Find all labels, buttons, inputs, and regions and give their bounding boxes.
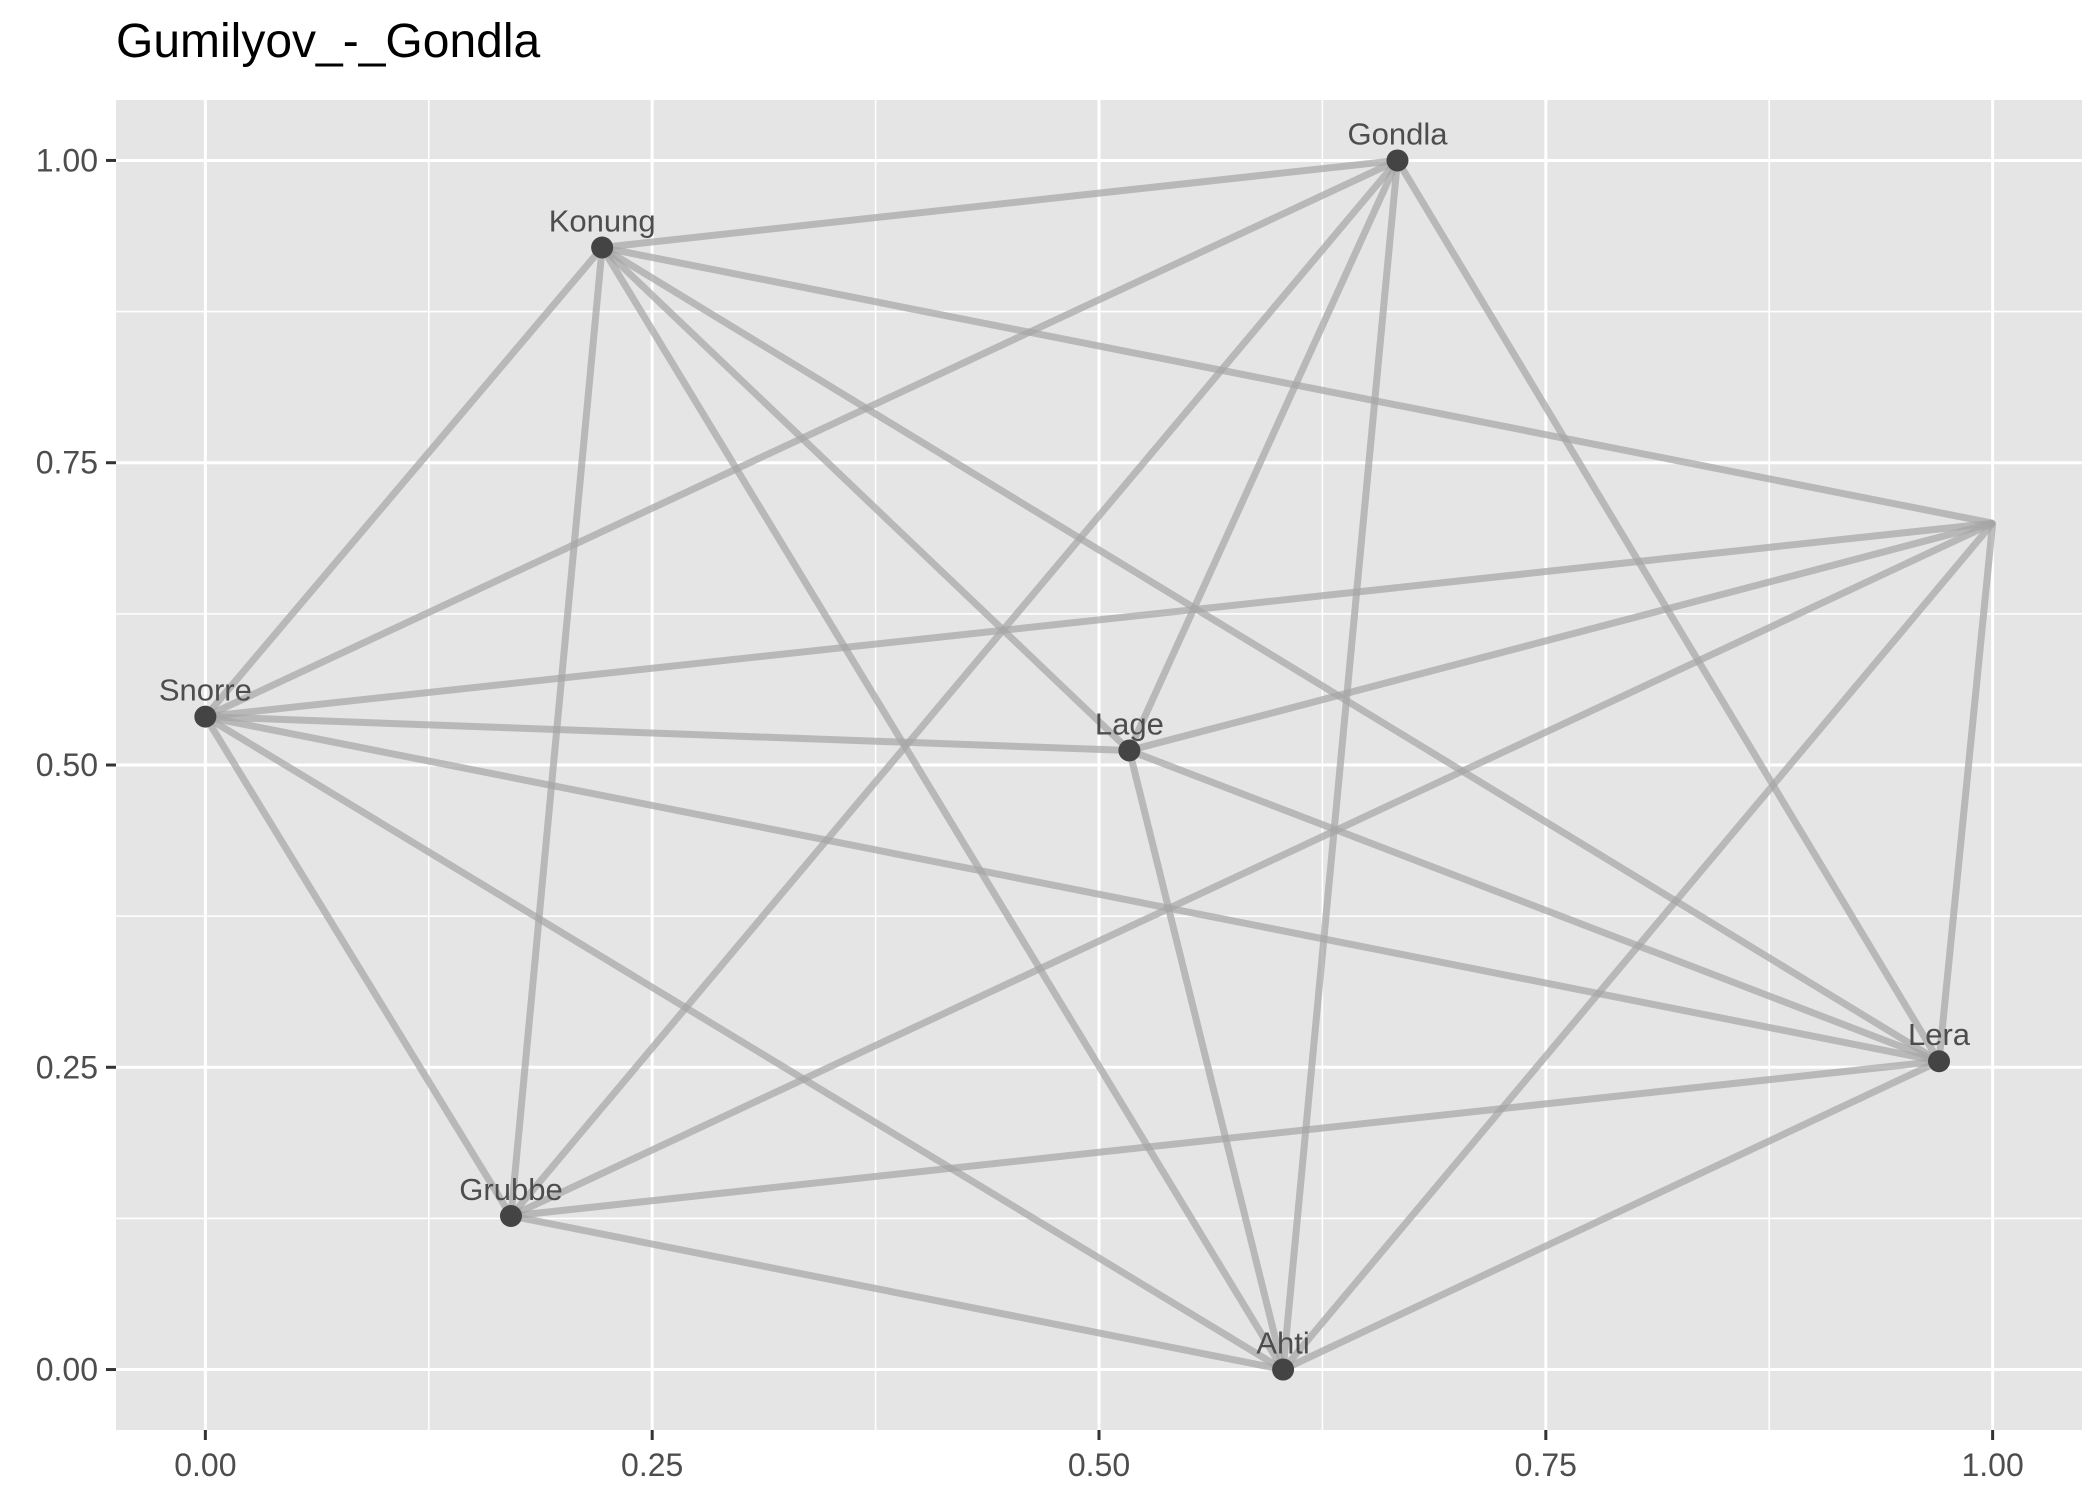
network-node xyxy=(1928,1050,1951,1073)
x-tick-label: 0.75 xyxy=(1515,1447,1577,1483)
node-label: Gondla xyxy=(1347,116,1448,151)
x-tick-label: 0.25 xyxy=(621,1447,683,1483)
network-edge xyxy=(1128,747,1941,1065)
network-node xyxy=(591,236,614,259)
node-label: Lera xyxy=(1908,1017,1971,1052)
network-edge xyxy=(202,714,514,1218)
network-node xyxy=(1118,739,1141,762)
network-edge xyxy=(600,244,1941,1065)
x-tick-label: 0.50 xyxy=(1068,1447,1130,1483)
node-label: Grubbe xyxy=(459,1172,562,1207)
y-tick-label: 0.50 xyxy=(36,747,98,783)
network-node xyxy=(1989,520,1996,527)
network-edge xyxy=(1935,522,1997,1062)
y-tick-label: 0.00 xyxy=(36,1352,98,1388)
network-edge xyxy=(204,713,1940,1065)
network-edge xyxy=(599,245,1287,1372)
network-edge xyxy=(510,1057,1940,1220)
network-edge xyxy=(1125,749,1287,1371)
x-tick-label: 1.00 xyxy=(1961,1447,2023,1483)
node-label: Lage xyxy=(1095,706,1164,741)
network-node xyxy=(1272,1358,1295,1381)
network-edge xyxy=(1128,519,1994,754)
y-tick-label: 0.25 xyxy=(36,1049,98,1085)
network-edge xyxy=(203,713,1285,1373)
network-edge xyxy=(204,519,1994,721)
network-edge xyxy=(599,244,1132,754)
network-edge xyxy=(1280,520,1996,1372)
network-edge xyxy=(1279,160,1401,1370)
node-label: Snorre xyxy=(159,673,252,708)
y-tick-label: 0.75 xyxy=(36,445,98,481)
network-edge xyxy=(508,158,1401,1219)
y-tick-label: 1.00 xyxy=(36,142,98,178)
network-edge xyxy=(203,157,1399,720)
network-edge xyxy=(1281,1058,1941,1373)
network-edge xyxy=(205,713,1130,754)
network-edge xyxy=(509,520,1995,1220)
chart-title: Gumilyov_-_Gondla xyxy=(116,15,541,68)
network-node xyxy=(194,705,217,728)
x-tick-label: 0.00 xyxy=(174,1447,236,1483)
network-edge xyxy=(510,1212,1284,1373)
network-node xyxy=(1386,149,1409,172)
network-node xyxy=(499,1204,522,1227)
network-edge xyxy=(202,245,605,719)
node-label: Ahti xyxy=(1256,1326,1309,1361)
node-label: Konung xyxy=(549,204,656,239)
network-edge xyxy=(601,156,1398,251)
network-edge xyxy=(1126,159,1401,752)
